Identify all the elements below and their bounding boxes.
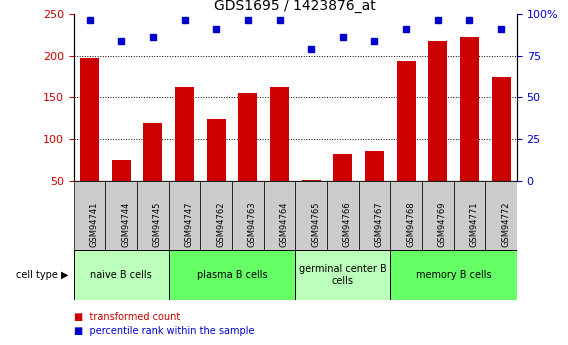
- Bar: [295, 181, 327, 250]
- Bar: [144, 124, 162, 181]
- Bar: [333, 154, 352, 181]
- Bar: [239, 93, 257, 181]
- Text: GSM94769: GSM94769: [438, 201, 447, 247]
- Bar: [137, 181, 169, 250]
- Bar: [106, 181, 137, 250]
- Bar: [175, 87, 194, 181]
- Bar: [460, 37, 479, 181]
- Text: GSM94744: GSM94744: [122, 201, 130, 247]
- Bar: [302, 180, 321, 181]
- Text: GSM94747: GSM94747: [185, 201, 194, 247]
- Bar: [422, 181, 454, 250]
- Bar: [232, 181, 264, 250]
- Text: GSM94762: GSM94762: [216, 201, 225, 247]
- Text: plasma B cells: plasma B cells: [197, 270, 268, 280]
- Bar: [74, 181, 106, 250]
- Bar: [201, 181, 232, 250]
- Bar: [428, 41, 447, 181]
- Text: ■  percentile rank within the sample: ■ percentile rank within the sample: [74, 326, 254, 336]
- Text: GSM94766: GSM94766: [343, 201, 352, 247]
- Text: GSM94764: GSM94764: [279, 201, 289, 247]
- Bar: [390, 181, 422, 250]
- Title: GDS1695 / 1423876_at: GDS1695 / 1423876_at: [215, 0, 376, 13]
- Text: GSM94767: GSM94767: [374, 201, 383, 247]
- Bar: [358, 181, 390, 250]
- Bar: [270, 87, 289, 181]
- Text: GSM94768: GSM94768: [406, 201, 415, 247]
- Text: GSM94772: GSM94772: [501, 201, 510, 247]
- Bar: [485, 181, 517, 250]
- Bar: [169, 250, 295, 300]
- Text: GSM94763: GSM94763: [248, 201, 257, 247]
- Bar: [264, 181, 295, 250]
- Bar: [295, 250, 390, 300]
- Bar: [390, 250, 517, 300]
- Bar: [327, 181, 358, 250]
- Bar: [112, 160, 131, 181]
- Text: germinal center B
cells: germinal center B cells: [299, 264, 387, 286]
- Text: GSM94745: GSM94745: [153, 201, 162, 247]
- Bar: [169, 181, 201, 250]
- Bar: [207, 119, 225, 181]
- Bar: [454, 181, 485, 250]
- Bar: [365, 151, 384, 181]
- Bar: [74, 250, 169, 300]
- Text: ■  transformed count: ■ transformed count: [74, 313, 180, 322]
- Text: cell type ▶: cell type ▶: [16, 270, 68, 280]
- Text: GSM94741: GSM94741: [90, 201, 99, 247]
- Bar: [491, 77, 511, 181]
- Text: GSM94771: GSM94771: [469, 201, 478, 247]
- Bar: [80, 58, 99, 181]
- Bar: [396, 61, 416, 181]
- Text: memory B cells: memory B cells: [416, 270, 491, 280]
- Text: naive B cells: naive B cells: [90, 270, 152, 280]
- Text: GSM94765: GSM94765: [311, 201, 320, 247]
